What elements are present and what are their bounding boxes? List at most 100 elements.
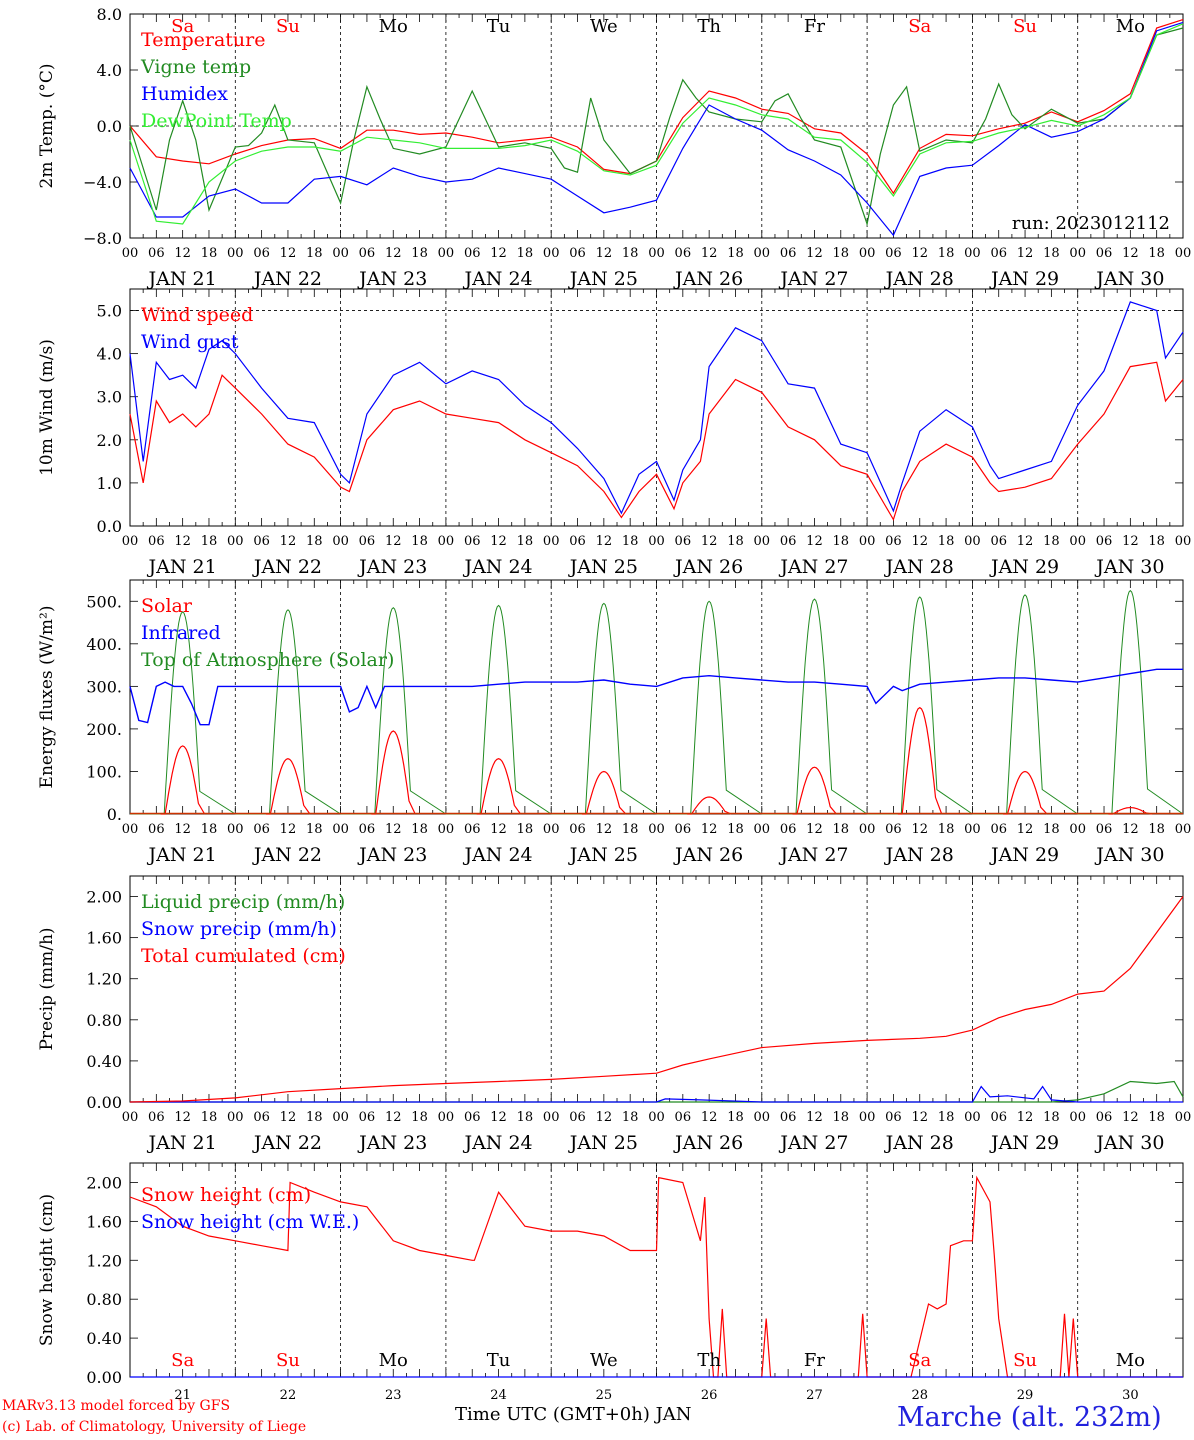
x-hour-label: 12 (1122, 246, 1139, 261)
x-hour-label: 00 (332, 1110, 349, 1125)
x-hour-label: 18 (727, 534, 744, 549)
weekday-label-top: Sa (908, 16, 931, 37)
y-tick-label: 0.0 (97, 117, 122, 136)
x-hour-label: 12 (280, 822, 297, 837)
x-day-label: JAN 30 (1094, 844, 1164, 866)
x-hour-label: 12 (701, 246, 718, 261)
x-hour-label: 00 (122, 246, 139, 261)
x-hour-label: 06 (780, 246, 797, 261)
x-hour-label: 00 (332, 822, 349, 837)
series-line-humidex (129, 21, 1184, 237)
x-hour-label: 12 (280, 534, 297, 549)
x-day-label: JAN 28 (884, 844, 954, 866)
x-hour-label: 12 (490, 822, 507, 837)
run-label: run: 2023012112 (1012, 213, 1170, 234)
y-tick-label: 500. (86, 592, 122, 611)
x-day-label: JAN 30 (1094, 1132, 1164, 1154)
x-hour-label: 00 (648, 246, 665, 261)
x-day-label: JAN 29 (989, 844, 1059, 866)
panel-frame (129, 288, 1184, 527)
series-line-wind-speed (129, 361, 1184, 521)
x-day-label: JAN 26 (673, 268, 743, 290)
x-hour-label: 12 (806, 1110, 823, 1125)
toa-solar-line (972, 594, 1078, 815)
x-hour-label: 06 (885, 534, 902, 549)
y-tick-label: 0.0 (97, 517, 122, 536)
weekday-label-top: Mo (379, 16, 408, 37)
legend-entry: Humidex (141, 83, 228, 105)
x-hour-label: 00 (1069, 246, 1086, 261)
x-day-label: JAN 26 (673, 844, 743, 866)
x-hour-label: 18 (306, 534, 323, 549)
x-hour-label: 00 (1069, 534, 1086, 549)
legend-entry: Solar (141, 595, 193, 617)
x-day-label: JAN 28 (884, 556, 954, 578)
x-day-label: JAN 27 (778, 1132, 848, 1154)
toa-solar-line (656, 600, 763, 815)
legend-entry: DewPoint Temp (141, 110, 292, 132)
x-hour-label: 18 (833, 246, 850, 261)
x-hour-label: 06 (253, 246, 270, 261)
x-day-label: JAN 21 (147, 1132, 217, 1154)
y-tick-label: 2.00 (86, 1173, 122, 1192)
x-hour-label: 06 (148, 822, 165, 837)
x-day-number: 22 (280, 1388, 297, 1403)
solar-line (371, 730, 416, 815)
x-hour-label: 18 (411, 534, 428, 549)
x-hour-label: 12 (174, 1110, 191, 1125)
x-day-label: JAN 27 (778, 268, 848, 290)
x-hour-label: 00 (332, 534, 349, 549)
weekday-label-bottom: Tu (487, 1350, 511, 1371)
x-hour-label: 06 (148, 1110, 165, 1125)
x-hour-label: 12 (1017, 822, 1034, 837)
x-hour-label: 06 (885, 822, 902, 837)
x-day-label: JAN 28 (884, 1132, 954, 1154)
series-line-dewpoint-temp (129, 23, 1184, 225)
y-tick-label: 3.0 (97, 388, 122, 407)
x-hour-label: 18 (517, 822, 534, 837)
x-hour-label: 00 (543, 1110, 560, 1125)
x-day-label: JAN 25 (568, 1132, 638, 1154)
toa-solar-line (340, 607, 447, 815)
y-tick-label: 0.00 (86, 1368, 122, 1387)
x-day-label: JAN 27 (778, 844, 848, 866)
y-tick-label: 1.60 (86, 1212, 122, 1231)
x-hour-label: 00 (227, 246, 244, 261)
series-line-total-cumulated-cm- (129, 896, 1184, 1103)
x-day-label: JAN 26 (673, 556, 743, 578)
weekday-label-top: Su (1013, 16, 1037, 37)
x-day-number: 28 (911, 1388, 928, 1403)
y-tick-label: 300. (86, 677, 122, 696)
toa-solar-line (761, 598, 868, 815)
toa-solar-line (1077, 589, 1184, 815)
x-hour-label: 00 (964, 534, 981, 549)
x-hour-label: 18 (622, 534, 639, 549)
x-hour-label: 00 (648, 1110, 665, 1125)
x-day-label: JAN 23 (357, 1132, 427, 1154)
x-hour-label: 12 (385, 534, 402, 549)
x-hour-label: 00 (859, 534, 876, 549)
x-hour-label: 18 (833, 822, 850, 837)
y-tick-label: 0.40 (86, 1052, 122, 1071)
x-day-label: JAN 29 (989, 268, 1059, 290)
toa-solar-line (445, 604, 552, 815)
x-hour-label: 00 (543, 534, 560, 549)
x-hour-label: 18 (306, 1110, 323, 1125)
x-hour-label: 06 (359, 1110, 376, 1125)
x-hour-label: 06 (148, 246, 165, 261)
x-hour-label: 06 (885, 1110, 902, 1125)
y-tick-label: 400. (86, 635, 122, 654)
y-tick-label: 4.0 (97, 345, 122, 364)
x-hour-label: 06 (464, 534, 481, 549)
x-hour-label: 00 (754, 534, 771, 549)
y-tick-label: 2.00 (86, 888, 122, 907)
x-hour-label: 12 (174, 246, 191, 261)
x-hour-label: 06 (253, 1110, 270, 1125)
x-hour-label: 06 (990, 822, 1007, 837)
x-day-label: JAN 23 (357, 268, 427, 290)
y-tick-label: −8.0 (83, 229, 122, 248)
x-hour-label: 06 (675, 534, 692, 549)
x-hour-label: 06 (359, 534, 376, 549)
x-hour-label: 18 (1148, 246, 1165, 261)
legend-entry: Wind gust (141, 331, 239, 353)
